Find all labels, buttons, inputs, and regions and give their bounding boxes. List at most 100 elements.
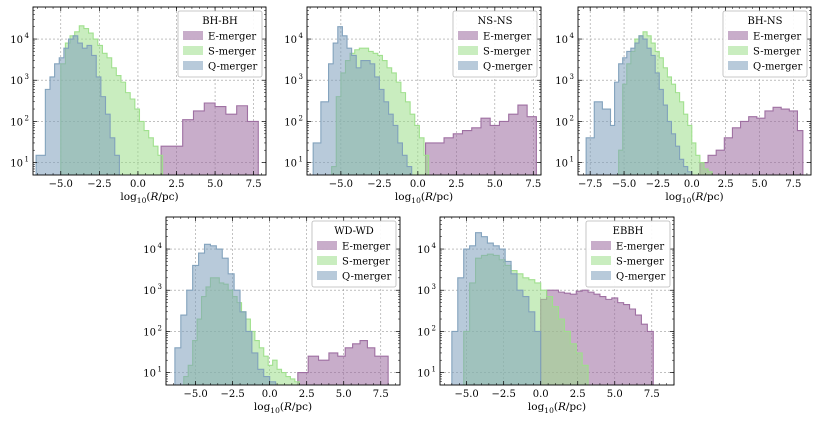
hist-fill-e <box>425 105 537 175</box>
axes-frame <box>32 6 267 176</box>
axes-frame <box>439 216 675 386</box>
y-tick-exponent: 1 <box>25 156 29 164</box>
legend-label: E-merger <box>342 242 390 253</box>
y-tick-label: 10 <box>417 286 430 297</box>
hist-outline-e <box>424 104 537 175</box>
x-tick-label: −2.5 <box>492 389 516 400</box>
x-tick-label: 2.5 <box>570 389 586 400</box>
y-tick-label: 10 <box>555 35 568 46</box>
y-tick-label: 10 <box>10 76 23 87</box>
x-tick-label: 7.5 <box>525 179 541 190</box>
x-tick-label: 5.0 <box>207 179 223 190</box>
x-tick-label: −5.0 <box>49 179 73 190</box>
legend-label: E-merger <box>483 32 531 43</box>
x-tick-label: −5.0 <box>612 179 636 190</box>
y-tick-exponent: 3 <box>299 73 303 81</box>
y-tick-label: 10 <box>417 369 430 380</box>
y-tick-exponent: 1 <box>158 366 162 374</box>
legend-swatch-e <box>183 31 203 40</box>
y-tick-exponent: 4 <box>158 242 163 250</box>
hist-fill-e <box>161 103 259 175</box>
legend: WD-WD E-merger S-merger Q-merger <box>311 220 397 288</box>
legend-box <box>311 220 397 288</box>
y-tick-exponent: 1 <box>432 366 436 374</box>
legend-title: BH-NS <box>747 16 782 27</box>
y-tick-label: 10 <box>555 76 568 87</box>
y-tick-exponent: 1 <box>299 156 303 164</box>
legend-swatch-q <box>591 271 611 280</box>
y-tick-label: 10 <box>143 286 156 297</box>
y-tick-exponent: 4 <box>570 32 575 40</box>
x-tick-label: 7.5 <box>644 389 660 400</box>
axes-frame <box>165 216 401 386</box>
legend-swatch-e <box>591 241 611 250</box>
legend-label: Q-merger <box>483 62 532 73</box>
y-tick-exponent: 2 <box>570 114 574 122</box>
legend-swatch-q <box>728 61 748 70</box>
y-tick-exponent: 2 <box>432 324 436 332</box>
y-tick-exponent: 2 <box>25 114 29 122</box>
hist-outline-e <box>297 340 389 385</box>
x-tick-label: 7.5 <box>246 179 262 190</box>
legend-title: NS-NS <box>478 16 513 27</box>
x-tick-label: 7.5 <box>785 179 801 190</box>
x-axis-label: log10(R/pc) <box>395 191 453 205</box>
legend-label: E-merger <box>616 242 664 253</box>
y-tick-label: 10 <box>284 76 297 87</box>
hist-fill-q <box>174 244 276 385</box>
axes-frame <box>306 6 542 176</box>
legend-box <box>177 10 263 78</box>
x-tick-label: −2.5 <box>646 179 670 190</box>
legend-swatch-s <box>183 46 203 55</box>
y-tick-label: 10 <box>284 35 297 46</box>
y-tick-exponent: 1 <box>570 156 574 164</box>
y-tick-label: 10 <box>417 327 430 338</box>
x-tick-label: −2.5 <box>220 389 244 400</box>
legend-label: Q-merger <box>753 62 802 73</box>
y-tick-label: 10 <box>555 159 568 170</box>
legend-swatch-q <box>317 271 337 280</box>
y-tick-label: 10 <box>10 117 23 128</box>
x-axis-label: log10(R/pc) <box>528 401 586 415</box>
hist-outline-s <box>60 25 164 175</box>
x-axis-label: log10(R/pc) <box>120 191 178 205</box>
y-tick-exponent: 3 <box>432 283 436 291</box>
legend-box <box>452 10 538 78</box>
y-tick-exponent: 3 <box>25 73 29 81</box>
hist-outline-q <box>174 243 277 385</box>
legend-swatch-s <box>728 46 748 55</box>
x-tick-label: 0.0 <box>130 179 146 190</box>
x-tick-label: 2.5 <box>718 179 734 190</box>
x-tick-label: 2.5 <box>448 179 464 190</box>
x-tick-label: −5.0 <box>329 179 353 190</box>
hist-fill-q <box>451 232 541 385</box>
x-tick-label: 5.0 <box>487 179 503 190</box>
y-tick-exponent: 2 <box>299 114 303 122</box>
y-tick-exponent: 3 <box>570 73 574 81</box>
x-tick-label: −7.5 <box>578 179 602 190</box>
legend-title: WD-WD <box>334 226 374 237</box>
x-tick-label: 7.5 <box>373 389 389 400</box>
y-tick-exponent: 2 <box>158 324 162 332</box>
x-tick-label: 0.0 <box>410 179 426 190</box>
legend-label: S-merger <box>616 257 664 268</box>
hist-fill-e <box>297 340 389 385</box>
legend-label: S-merger <box>342 257 390 268</box>
x-axis-label: log10(R/pc) <box>665 191 723 205</box>
x-tick-label: 5.0 <box>607 389 623 400</box>
legend-label: S-merger <box>753 47 801 58</box>
y-tick-label: 10 <box>555 117 568 128</box>
legend-swatch-s <box>458 46 478 55</box>
y-tick-label: 10 <box>417 245 430 256</box>
legend-swatch-e <box>728 31 748 40</box>
legend-label: E-merger <box>208 32 256 43</box>
hist-fill-q <box>36 35 120 175</box>
hist-fill-e <box>691 107 803 175</box>
y-tick-label: 10 <box>143 369 156 380</box>
legend-swatch-s <box>591 256 611 265</box>
